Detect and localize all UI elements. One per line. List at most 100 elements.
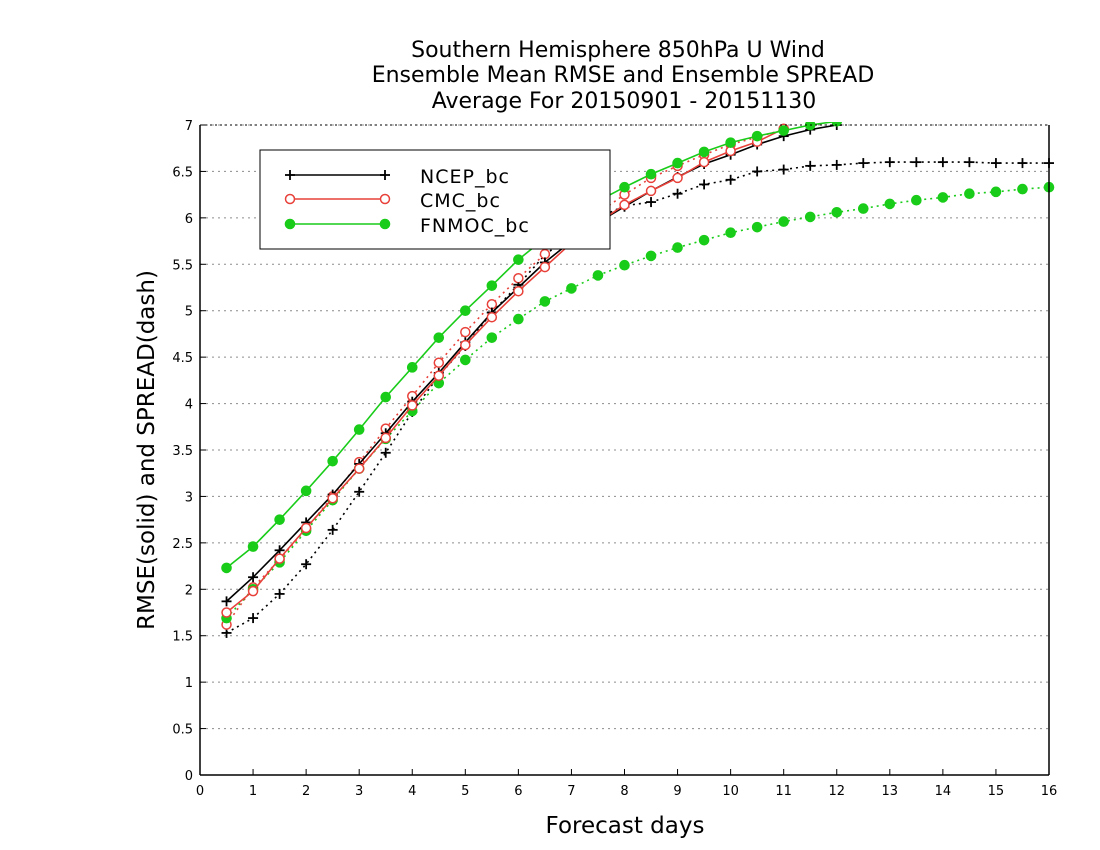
y-tick-label: 5.5 xyxy=(172,258,193,273)
data-point-ncep-bc-spread xyxy=(805,160,816,171)
legend-label-cmc: CMC_bc xyxy=(420,190,501,212)
tick-labels: 0 1 2 3 4 5 6 7 8 9 10 11 12 13 14 15 1600.511.522.533.5… xyxy=(172,119,1057,799)
data-point-fnmoc-bc-rmse xyxy=(645,168,657,180)
data-point-cmc-bc-rmse xyxy=(433,370,445,381)
y-tick-label: 7 xyxy=(185,119,193,134)
axes xyxy=(199,124,1050,776)
data-point-cmc-bc-spread xyxy=(460,326,471,338)
x-tick-label: 1 xyxy=(249,784,257,799)
legend-sample-fnmoc-marker-left xyxy=(284,218,296,230)
data-point-fnmoc-bc-rmse xyxy=(327,455,338,467)
y-tick-label: 4.5 xyxy=(172,351,193,366)
data-point-cmc-bc-rmse xyxy=(539,261,551,273)
y-tick-label: 1 xyxy=(185,676,193,691)
data-point-fnmoc-bc-spread xyxy=(513,313,524,325)
series-cmc-bc-rmse xyxy=(221,123,789,618)
y-tick-label: 0.5 xyxy=(172,723,193,738)
data-point-cmc-bc-rmse xyxy=(300,522,312,534)
data-point-fnmoc-bc-rmse xyxy=(406,362,418,373)
data-point-ncep-bc-spread xyxy=(725,174,736,185)
data-point-fnmoc-bc-rmse xyxy=(698,146,710,158)
y-tick-label: 5 xyxy=(185,305,193,320)
data-point-cmc-bc-spread xyxy=(486,298,498,310)
data-point-fnmoc-bc-spread xyxy=(751,221,763,233)
data-point-fnmoc-bc-spread xyxy=(698,234,710,246)
data-point-fnmoc-bc-rmse xyxy=(274,514,285,525)
data-point-cmc-bc-rmse xyxy=(353,463,365,474)
y-axis-label: RMSE(solid) and SPREAD(dash) xyxy=(134,270,160,630)
data-point-fnmoc-bc-rmse xyxy=(725,137,736,148)
x-tick-label: 13 xyxy=(882,784,899,799)
data-point-ncep-bc-spread xyxy=(354,486,365,497)
data-point-fnmoc-bc-spread xyxy=(486,332,498,343)
data-point-fnmoc-bc-rmse xyxy=(300,485,312,497)
data-point-ncep-bc-spread xyxy=(858,158,869,169)
chart-title-line-2: Ensemble Mean RMSE and Ensemble SPREAD xyxy=(372,63,875,88)
x-tick-label: 2 xyxy=(302,784,310,799)
data-point-fnmoc-bc-rmse xyxy=(460,305,471,317)
data-point-fnmoc-bc-spread xyxy=(831,206,843,218)
data-point-ncep-bc-spread xyxy=(937,157,948,168)
y-tick-label: 4 xyxy=(185,398,193,413)
data-point-fnmoc-bc-spread xyxy=(539,296,551,307)
data-point-fnmoc-bc-rmse xyxy=(619,181,630,193)
legend-samples xyxy=(284,170,391,230)
data-point-fnmoc-bc-rmse xyxy=(353,424,365,435)
data-point-fnmoc-bc-spread xyxy=(937,192,949,203)
x-tick-label: 16 xyxy=(1041,784,1058,799)
legend-sample-fnmoc xyxy=(284,218,391,230)
data-point-fnmoc-bc-spread xyxy=(645,250,657,262)
data-point-ncep-bc-spread xyxy=(1017,158,1028,169)
legend-sample-cmc-marker-right xyxy=(379,193,391,205)
data-point-fnmoc-bc-spread xyxy=(460,354,471,366)
legend-sample-cmc xyxy=(284,193,391,205)
data-point-ncep-bc-spread xyxy=(699,179,710,190)
data-point-ncep-bc-spread xyxy=(831,159,842,170)
data-point-cmc-bc-rmse xyxy=(327,493,338,504)
data-point-ncep-bc-spread xyxy=(911,157,922,168)
data-point-ncep-bc-spread xyxy=(248,613,259,624)
chart-title-line-3: Average For 20150901 - 20151130 xyxy=(432,89,817,114)
data-point-fnmoc-bc-spread xyxy=(672,242,683,253)
data-point-cmc-bc-rmse xyxy=(698,156,710,168)
x-tick-label: 9 xyxy=(673,784,681,799)
data-point-cmc-bc-rmse xyxy=(247,585,259,597)
data-point-cmc-bc-rmse xyxy=(513,285,524,297)
y-tick-label: 3 xyxy=(185,490,193,505)
y-tick-label: 6.5 xyxy=(172,165,193,180)
data-point-fnmoc-bc-spread xyxy=(857,203,869,214)
x-tick-label: 7 xyxy=(567,784,575,799)
x-tick-label: 3 xyxy=(355,784,363,799)
data-point-cmc-bc-rmse xyxy=(380,432,391,444)
x-tick-label: 6 xyxy=(514,784,522,799)
x-tick-label: 10 xyxy=(722,784,739,799)
data-point-fnmoc-bc-spread xyxy=(1017,183,1028,195)
data-point-ncep-bc-spread xyxy=(964,157,975,168)
data-point-ncep-bc-spread xyxy=(752,166,763,177)
y-tick-label: 3.5 xyxy=(172,444,193,459)
data-point-fnmoc-bc-rmse xyxy=(672,157,683,169)
legend-sample-cmc-marker-left xyxy=(284,193,296,205)
data-point-fnmoc-bc-spread xyxy=(804,211,816,223)
data-point-ncep-bc-spread xyxy=(380,447,391,458)
data-point-fnmoc-bc-spread xyxy=(884,198,896,210)
x-tick-label: 4 xyxy=(408,784,416,799)
x-tick-label: 15 xyxy=(988,784,1005,799)
data-point-cmc-bc-rmse xyxy=(274,553,285,564)
series-line-cmc-bc-rmse xyxy=(225,127,785,614)
x-tick-label: 5 xyxy=(461,784,469,799)
legend-label-ncep: NCEP_bc xyxy=(420,166,510,188)
data-point-cmc-bc-rmse xyxy=(645,185,657,197)
data-point-cmc-bc-rmse xyxy=(672,172,683,184)
data-point-cmc-bc-rmse xyxy=(486,311,498,323)
y-tick-label: 2 xyxy=(185,583,193,598)
data-point-ncep-bc-spread xyxy=(778,164,789,175)
data-point-ncep-bc-spread xyxy=(274,588,285,599)
data-point-fnmoc-bc-spread xyxy=(725,227,736,239)
data-point-ncep-bc-spread xyxy=(327,524,338,535)
x-tick-label: 0 xyxy=(196,784,204,799)
data-point-fnmoc-bc-spread xyxy=(566,283,577,294)
legend-sample-ncep xyxy=(285,170,390,180)
data-point-cmc-bc-spread xyxy=(539,248,551,260)
